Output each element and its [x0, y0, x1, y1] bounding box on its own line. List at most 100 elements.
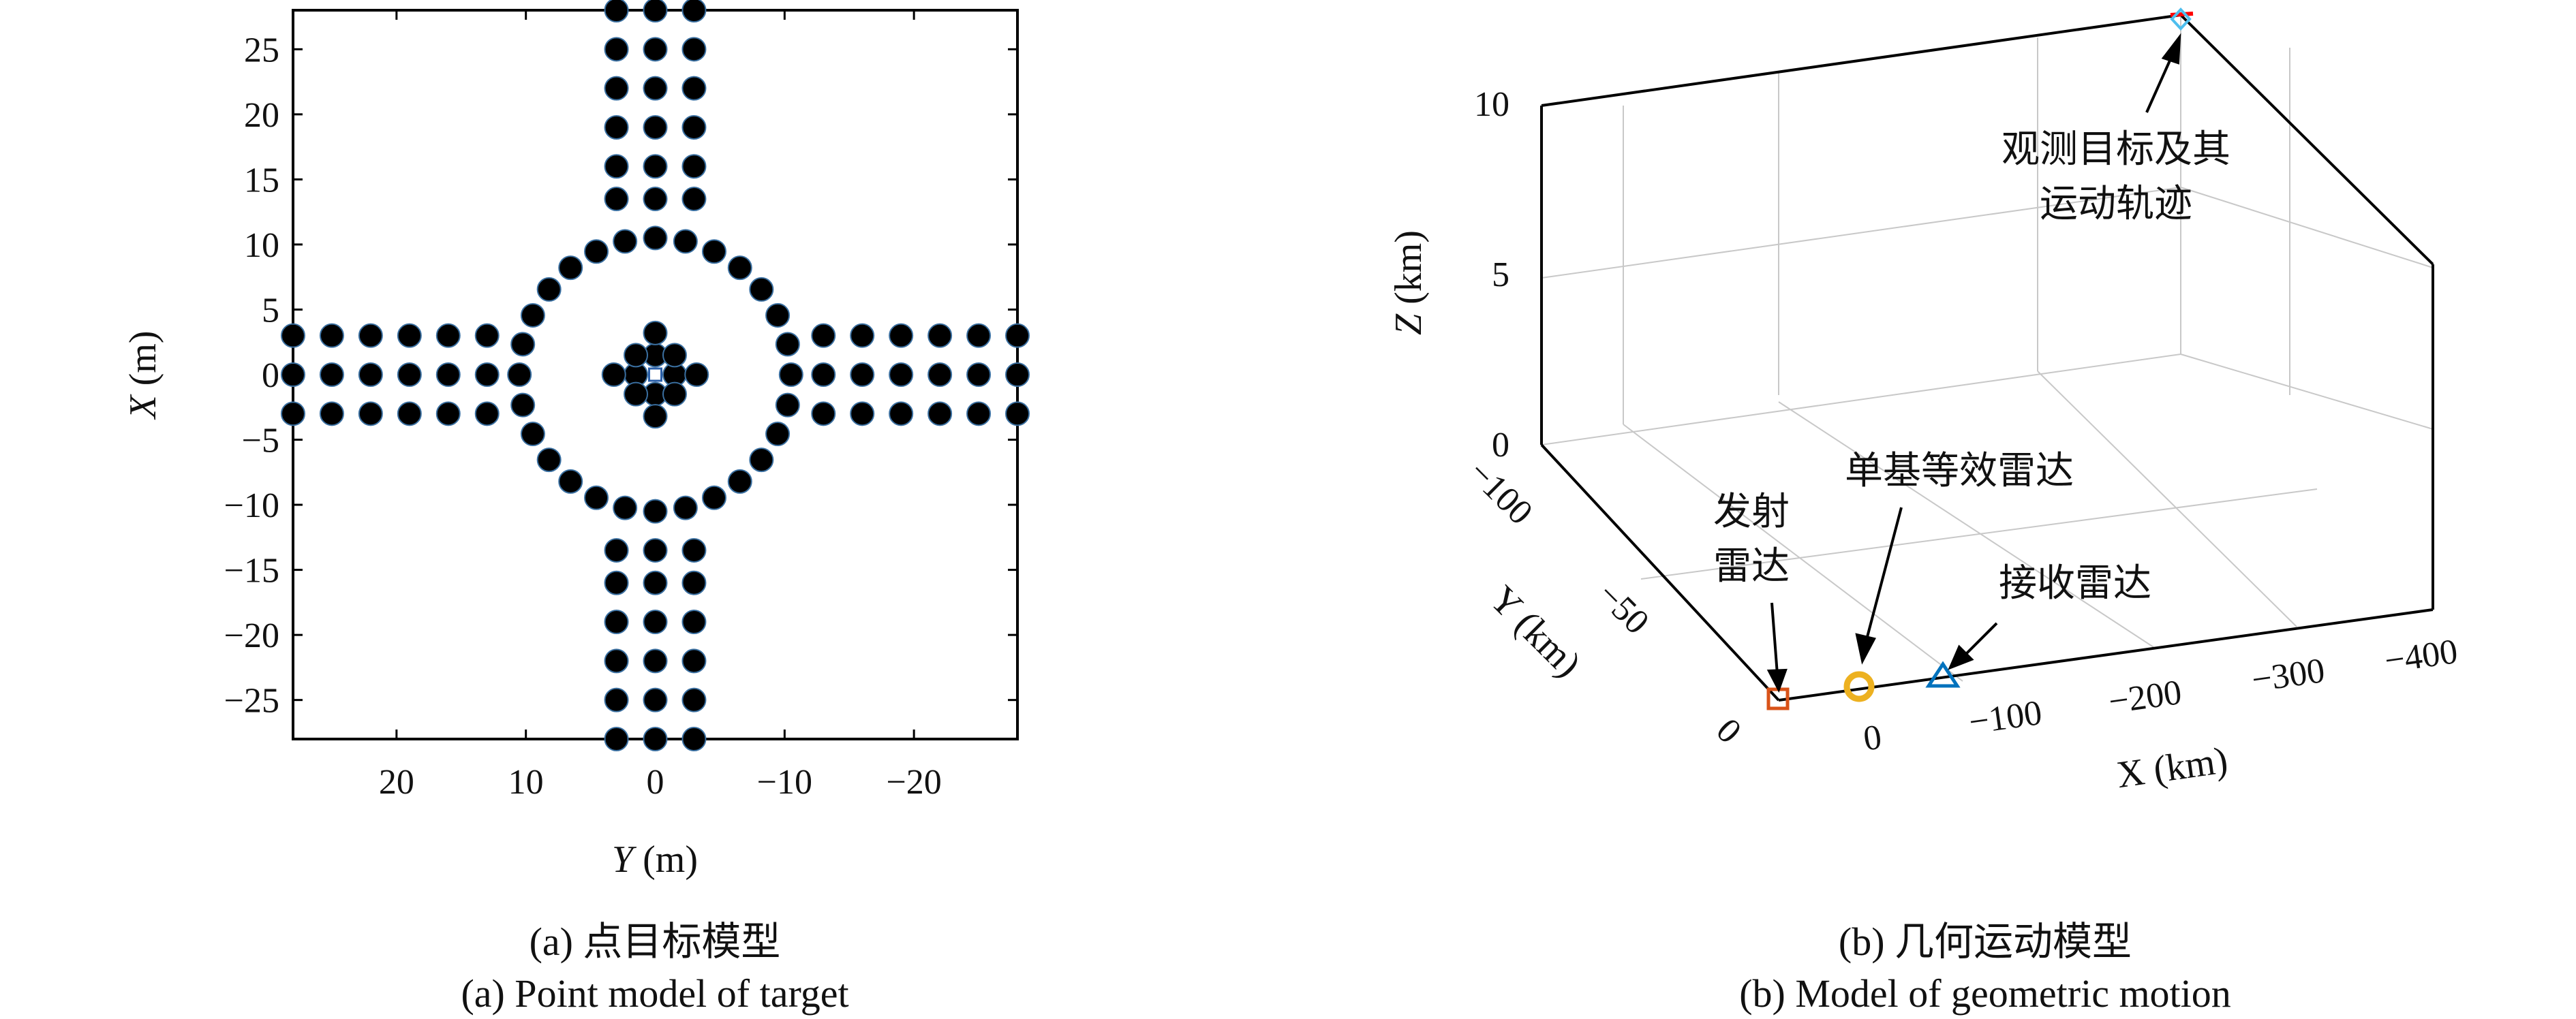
plot-a-x-tick-label: −20	[886, 763, 941, 802]
target-scatter-point	[520, 422, 545, 447]
target-scatter-point	[681, 687, 707, 712]
target-scatter-point	[643, 537, 668, 563]
target-scatter-point	[604, 687, 629, 712]
plot-a-x-tick-label: −10	[757, 763, 812, 802]
plot-b-y-axis-label: Y (km)	[1482, 578, 1589, 685]
target-scatter-point	[643, 727, 668, 751]
target-scatter-point	[681, 37, 707, 62]
target-scatter-point	[281, 362, 305, 387]
target-scatter-point	[604, 727, 629, 751]
caption-b-cn: (b) 几何运动模型	[1839, 920, 2132, 964]
target-scatter-point	[604, 570, 629, 595]
panel-a: 20 10 0 −10 −20 25 20 15 10 5 0 −5 −10 −15 −20 −25 Y (m…	[122, 0, 1030, 1016]
plot-a-y-axis-label: X (m)	[122, 330, 164, 420]
target-scatter-point	[927, 401, 953, 426]
plot-a-ticks: 20 10 0 −10 −20 25 20 15 10 5 0 −5 −10 −15 −20 −25	[224, 10, 1017, 802]
plot-a-x-tick-label: 10	[508, 763, 544, 802]
plot-b-z-tick-label: 10	[1474, 85, 1509, 124]
target-scatter-point	[358, 362, 383, 387]
plot-b-grid	[1541, 17, 2434, 682]
plot-b-y-tick-label: −100	[1461, 453, 1540, 532]
plot-a-y-tick-label: −10	[224, 486, 279, 525]
plot-b-z-axis-label: Z (km)	[1387, 230, 1430, 335]
target-scatter-point	[319, 362, 344, 387]
plot-a-y-tick-label: 15	[244, 161, 279, 200]
caption-b-en: (b) Model of geometric motion	[1739, 971, 2231, 1016]
target-scatter-point	[643, 687, 668, 712]
target-scatter-point	[643, 154, 668, 179]
target-scatter-point	[604, 610, 629, 635]
target-scatter-point	[643, 76, 668, 101]
target-scatter-point	[673, 495, 698, 520]
target-scatter-point	[850, 401, 875, 426]
target-scatter-point	[643, 404, 668, 429]
target-scatter-point	[749, 277, 774, 302]
target-scatter-point	[613, 495, 638, 520]
target-scatter-point	[397, 401, 422, 426]
target-scatter-point	[536, 448, 562, 473]
target-scatter-point	[850, 362, 875, 387]
target-scatter-point	[507, 362, 532, 387]
plot-b-x-tick-label: −300	[2250, 651, 2327, 700]
plot-a-y-tick-label: 25	[244, 31, 279, 69]
plot-a-y-tick-label: −15	[224, 552, 279, 591]
target-scatter-point	[681, 187, 707, 212]
target-scatter-point	[673, 229, 698, 254]
target-scatter-point	[601, 362, 626, 387]
target-scatter-point	[510, 332, 536, 357]
target-center-marker	[648, 367, 662, 382]
target-trajectory	[2170, 12, 2194, 17]
annotation-receiver: 接收雷达	[1999, 561, 2151, 606]
target-scatter-point	[435, 401, 461, 426]
target-scatter-point	[701, 485, 726, 510]
caption-a-en: (a) Point model of target	[461, 971, 848, 1016]
target-marker	[2170, 7, 2192, 31]
plot-a-y-tick-label: −20	[224, 616, 279, 655]
target-scatter-point	[684, 362, 709, 387]
monostatic-radar-marker	[1843, 671, 1875, 702]
target-scatter-point	[681, 648, 707, 674]
target-scatter-point	[681, 570, 707, 595]
target-scatter-point	[966, 401, 992, 426]
target-scatter-point	[604, 114, 629, 140]
plot-a-y-tick-label: 0	[262, 356, 279, 395]
plot-b-x-tick-label: −100	[1967, 693, 2044, 742]
target-scatter-point	[889, 323, 914, 348]
target-scatter-point	[662, 381, 687, 407]
plot-a-y-tick-label: 10	[244, 226, 279, 265]
target-scatter-point	[558, 469, 583, 494]
target-scatter-point	[681, 154, 707, 179]
target-scatter-point	[643, 37, 668, 62]
target-scatter-point	[889, 362, 914, 387]
target-scatter-point	[927, 323, 953, 348]
target-scatter-point	[281, 323, 305, 348]
plot-b-z-tick-label: 0	[1492, 426, 1509, 465]
target-scatter-point	[643, 0, 668, 22]
plot-b-x-tick-label: 0	[1861, 718, 1884, 759]
target-scatter-point	[681, 76, 707, 101]
target-scatter-point	[584, 485, 609, 510]
target-scatter-point	[765, 302, 791, 328]
target-scatter-point	[927, 362, 953, 387]
target-scatter-point	[643, 187, 668, 212]
plot-a-y-tick-label: 5	[262, 291, 279, 330]
target-scatter-point	[811, 401, 836, 426]
target-scatter-point	[1005, 323, 1030, 348]
target-scatter-point	[850, 323, 875, 348]
target-scatter-point	[558, 255, 583, 281]
target-scatter-point	[643, 225, 668, 251]
target-scatter-point	[643, 114, 668, 140]
plot-a-x-axis-label: Y (m)	[612, 838, 698, 881]
target-scatter-point	[765, 422, 791, 447]
plot-a-points	[281, 0, 1030, 751]
receiver-marker	[1925, 661, 1961, 688]
plot-b-y-tick-label: −50	[1590, 575, 1657, 642]
target-scatter-point	[536, 277, 562, 302]
target-scatter-point	[474, 362, 500, 387]
target-scatter-point	[281, 401, 305, 426]
plot-a-x-tick-label: 0	[647, 763, 664, 802]
target-scatter-point	[604, 648, 629, 674]
target-scatter-point	[604, 187, 629, 212]
target-scatter-point	[889, 401, 914, 426]
